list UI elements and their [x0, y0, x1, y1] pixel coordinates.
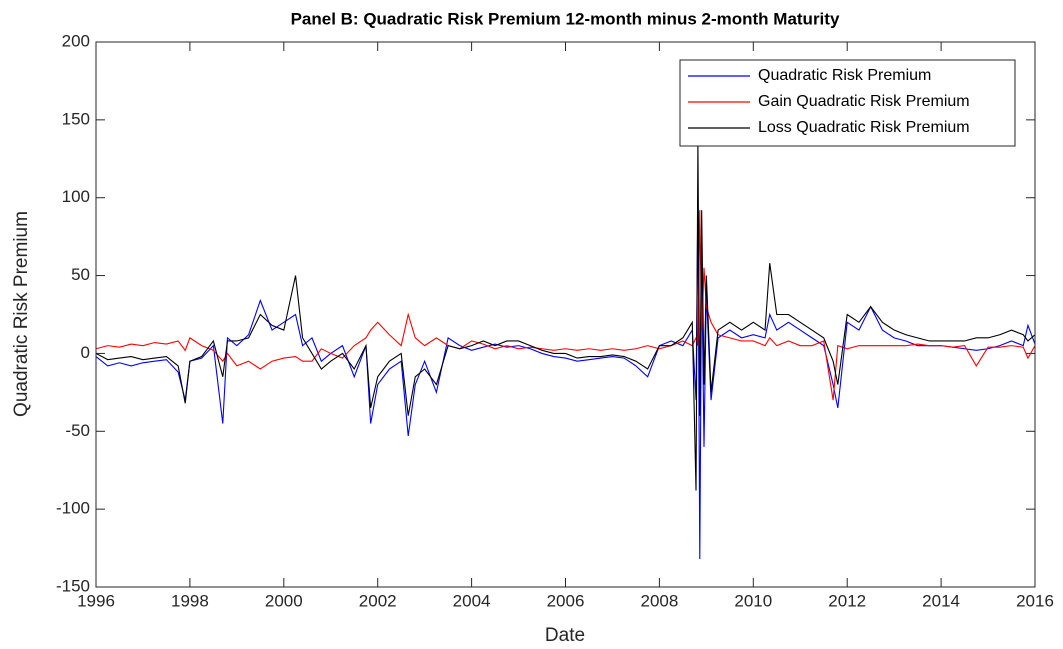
x-tick-label: 2014 [922, 591, 960, 610]
legend: Quadratic Risk Premium Gain Quadratic Ris… [679, 59, 1016, 147]
legend-label: Gain Quadratic Risk Premium [758, 93, 970, 110]
plot-frame [95, 41, 1036, 588]
x-tick-label: 1996 [77, 591, 115, 610]
x-tick-label: 2010 [734, 591, 772, 610]
series-line [95, 143, 1036, 491]
x-tick-label: 2004 [453, 591, 491, 610]
legend-box [679, 59, 1016, 147]
y-tick-label: 150 [62, 109, 90, 128]
x-tick-label: 2002 [359, 591, 397, 610]
chart-title: Panel B: Quadratic Risk Premium 12-month… [291, 9, 840, 28]
x-tick-label: 2016 [1016, 591, 1054, 610]
y-tick-label: -50 [65, 421, 90, 440]
series-line [95, 197, 1036, 559]
x-tick-label: 2012 [828, 591, 866, 610]
series-line [95, 210, 1036, 401]
x-tick-label: 1998 [171, 591, 209, 610]
y-tick-label: 50 [71, 265, 90, 284]
y-tick-label: -100 [56, 499, 90, 518]
legend-label: Loss Quadratic Risk Premium [758, 119, 970, 136]
y-tick-label: 200 [62, 31, 90, 50]
y-tick-label: -150 [56, 576, 90, 595]
y-tick-label: 0 [81, 343, 90, 362]
x-tick-label: 2008 [640, 591, 678, 610]
legend-label: Quadratic Risk Premium [758, 67, 931, 84]
y-axis-label: Quadratic Risk Premium [11, 211, 32, 417]
x-tick-label: 2000 [265, 591, 303, 610]
x-tick-label: 2006 [547, 591, 585, 610]
y-tick-label: 100 [62, 187, 90, 206]
x-axis-label: Date [545, 625, 585, 646]
